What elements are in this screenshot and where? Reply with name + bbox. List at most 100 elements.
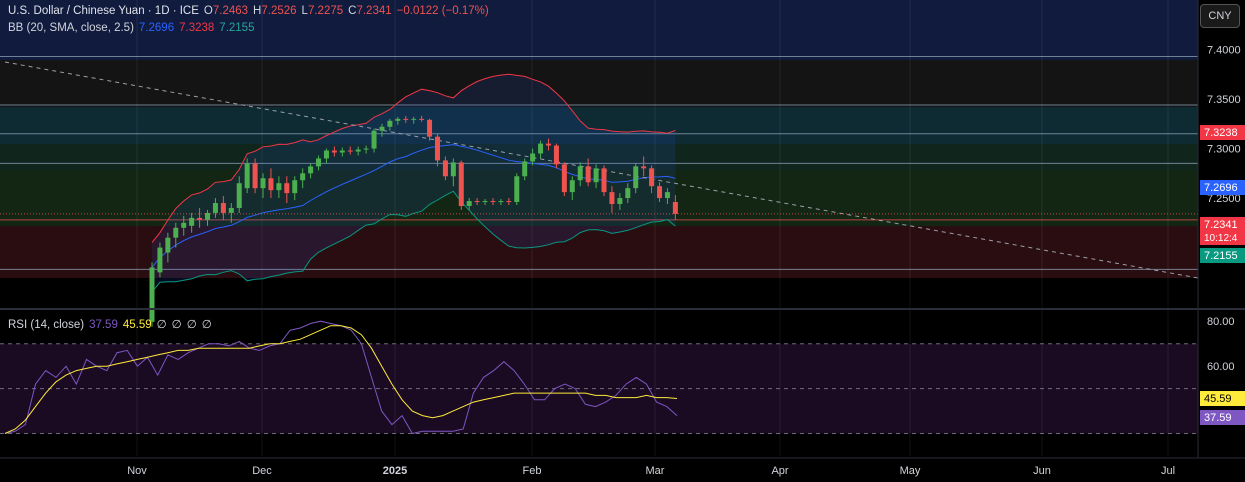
candle-body [276, 183, 282, 191]
candle-body [395, 118, 401, 121]
candle-body [347, 150, 353, 152]
candle-body [165, 237, 171, 253]
bb-lower-line [151, 190, 676, 293]
candle-body [205, 212, 211, 220]
countdown-tag: 10:12:4 [1200, 232, 1245, 245]
time-axis-label: Apr [771, 465, 788, 477]
low-label: L [301, 5, 308, 17]
candle-body [331, 150, 337, 153]
zone-top-navy [0, 0, 1198, 60]
candle-body [561, 164, 567, 193]
candle-body [585, 166, 591, 183]
candle-body [387, 120, 393, 127]
rsi-extra-2: ∅ [171, 319, 182, 331]
candle-body [427, 119, 433, 137]
candle-body [228, 207, 234, 213]
price-tick-label: 7.3500 [1207, 94, 1241, 106]
bb-lower-value: 7.2155 [219, 22, 255, 34]
candle-body [450, 162, 456, 177]
candle-body [577, 166, 583, 181]
candle-body [419, 118, 425, 120]
candle-body [672, 202, 678, 214]
candle-body [355, 149, 361, 152]
zone-dark [0, 60, 1198, 107]
rsi-extra-3: ∅ [186, 319, 197, 331]
candle-body [220, 203, 226, 213]
candle-body [363, 148, 369, 150]
currency-button[interactable]: CNY [1200, 4, 1240, 28]
candle-body [181, 222, 187, 228]
open-label: O [203, 5, 213, 17]
price-tick-label: 7.3000 [1207, 144, 1241, 156]
zone-black [0, 278, 1198, 308]
candle-body [641, 166, 647, 169]
candle-body [212, 203, 218, 213]
candle-body [498, 201, 504, 203]
bb-upper-value: 7.3238 [179, 22, 215, 34]
rsi-extra-1: ∅ [156, 319, 167, 331]
bb-basis-value: 7.2696 [138, 22, 175, 34]
rsi-tick-label: 80.00 [1207, 316, 1235, 328]
price-tick-label: 7.4000 [1207, 45, 1241, 57]
close-label: C [348, 5, 357, 17]
low-value: 7.2275 [307, 5, 344, 17]
time-axis-label: Jul [1161, 465, 1175, 477]
candle-body [490, 201, 496, 203]
last-price-tag: 7.2341 [1200, 217, 1245, 232]
high-value: 7.2526 [261, 5, 297, 17]
upper-band-tag: 7.3238 [1200, 125, 1245, 140]
candle-body [657, 186, 663, 199]
rsi-band-bg [0, 343, 1198, 434]
candle-body [458, 162, 464, 206]
candle-body [403, 118, 409, 120]
candle-body [442, 160, 448, 177]
time-axis-label: Dec [252, 465, 272, 477]
candle-body [617, 198, 623, 205]
candle-body [300, 173, 306, 181]
candle-body [339, 150, 345, 153]
zone-green-1 [0, 144, 1198, 170]
bb-cloud [152, 74, 676, 293]
candle-body [323, 150, 329, 159]
candle-body [268, 178, 274, 191]
candle-body [522, 161, 528, 177]
candle-body [506, 201, 512, 203]
symbol-title: U.S. Dollar / Chinese Yuan · 1D · ICE [8, 5, 199, 17]
rsi-ma-tag: 45.59 [1200, 391, 1245, 406]
candle-body [411, 118, 417, 120]
candle-body [609, 192, 615, 205]
candle-body [434, 136, 440, 161]
rsi-ma-line [4, 325, 678, 434]
bb-legend[interactable]: BB (20, SMA, close, 2.5) 7.2696 7.3238 7.21… [8, 22, 259, 34]
high-label: H [253, 5, 262, 17]
rsi-legend[interactable]: RSI (14, close) 37.59 45.59 ∅ ∅ ∅ ∅ [8, 317, 217, 331]
bb-upper-line [151, 73, 676, 243]
candle-body [633, 166, 639, 189]
change-value: −0.0122 (−0.17%) [396, 5, 489, 17]
candle-body [371, 130, 377, 149]
candle-body [664, 192, 670, 199]
candle-body [252, 163, 258, 189]
candle-body [514, 176, 520, 203]
candle-body [474, 201, 480, 203]
candle-body [625, 188, 631, 199]
basis-tag: 7.2696 [1200, 180, 1245, 195]
time-axis-bg [0, 458, 1198, 482]
bb-label: BB (20, SMA, close, 2.5) [8, 22, 134, 34]
rsi-value: 37.59 [89, 319, 118, 331]
candle-body [260, 178, 266, 189]
candle-body [292, 180, 298, 194]
candle-body [316, 158, 322, 167]
price-tick-label: 7.2500 [1207, 193, 1241, 205]
candle-body [538, 143, 544, 154]
rsi-extra-4: ∅ [201, 319, 212, 331]
time-axis-label: May [900, 465, 921, 477]
candle-body [236, 183, 242, 208]
trend-line [4, 61, 1199, 279]
time-axis-label: Nov [127, 465, 147, 477]
candle-body [308, 166, 314, 174]
symbol-legend[interactable]: U.S. Dollar / Chinese Yuan · 1D · ICE O 7.… [8, 5, 494, 17]
time-axis-label: Mar [646, 465, 665, 477]
lower-band-tag: 7.2155 [1200, 248, 1245, 263]
